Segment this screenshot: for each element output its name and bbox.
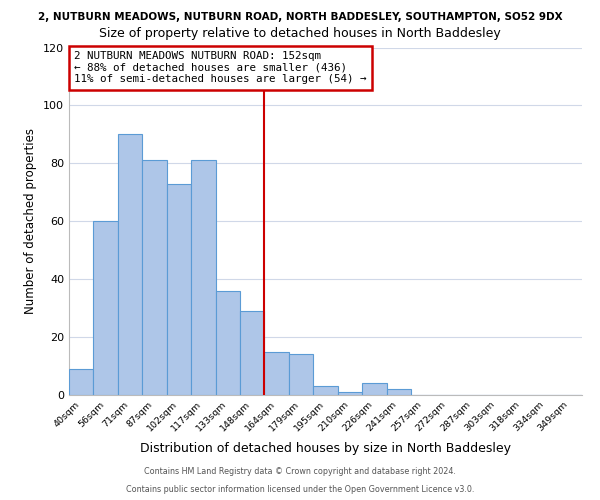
Bar <box>240 311 265 395</box>
Text: 2 NUTBURN MEADOWS NUTBURN ROAD: 152sqm
← 88% of detached houses are smaller (436: 2 NUTBURN MEADOWS NUTBURN ROAD: 152sqm ←… <box>74 51 367 84</box>
Text: Contains HM Land Registry data © Crown copyright and database right 2024.: Contains HM Land Registry data © Crown c… <box>144 467 456 476</box>
Bar <box>94 221 118 395</box>
Bar <box>338 392 362 395</box>
Bar <box>215 291 240 395</box>
Bar <box>191 160 215 395</box>
Bar <box>118 134 142 395</box>
Bar <box>386 389 411 395</box>
Bar <box>362 384 386 395</box>
Bar <box>313 386 338 395</box>
Text: Contains public sector information licensed under the Open Government Licence v3: Contains public sector information licen… <box>126 485 474 494</box>
Bar <box>265 352 289 395</box>
Text: 2, NUTBURN MEADOWS, NUTBURN ROAD, NORTH BADDESLEY, SOUTHAMPTON, SO52 9DX: 2, NUTBURN MEADOWS, NUTBURN ROAD, NORTH … <box>38 12 562 22</box>
Bar <box>69 369 94 395</box>
Bar <box>142 160 167 395</box>
Y-axis label: Number of detached properties: Number of detached properties <box>25 128 37 314</box>
X-axis label: Distribution of detached houses by size in North Baddesley: Distribution of detached houses by size … <box>140 442 511 455</box>
Bar <box>289 354 313 395</box>
Text: Size of property relative to detached houses in North Baddesley: Size of property relative to detached ho… <box>99 28 501 40</box>
Bar <box>167 184 191 395</box>
